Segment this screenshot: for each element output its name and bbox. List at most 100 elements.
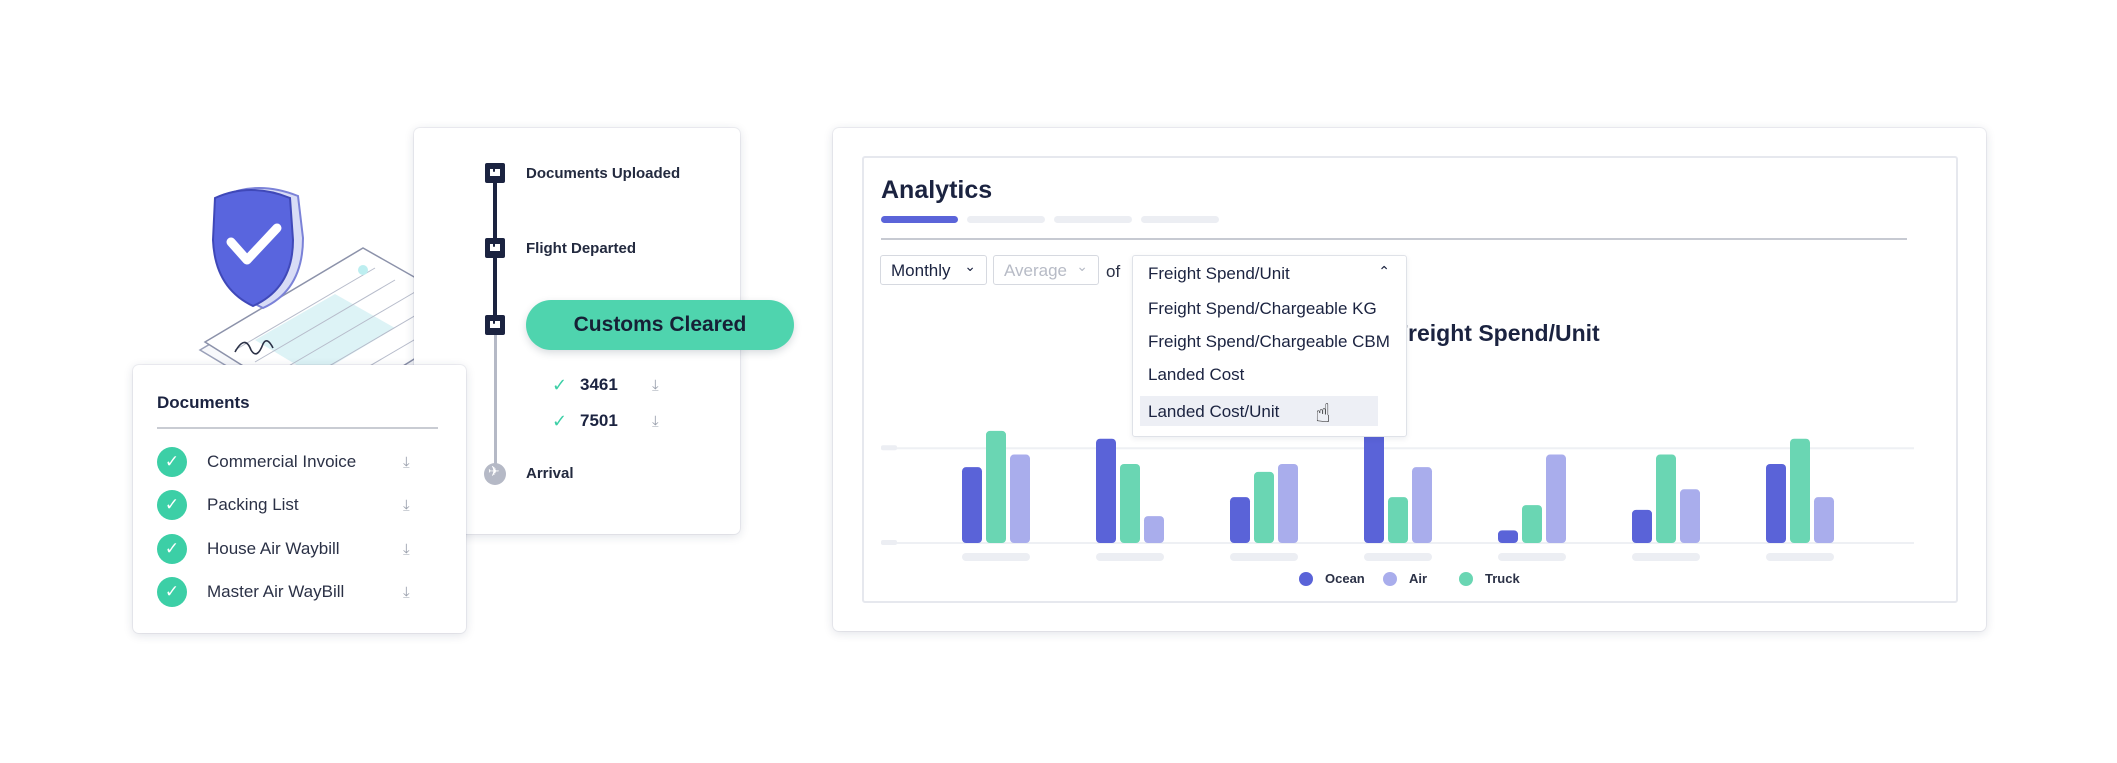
download-icon[interactable]: ⤓	[403, 583, 410, 601]
bar-air-5	[1680, 489, 1700, 543]
document-item[interactable]: ✓ Commercial Invoice ⤓	[157, 446, 427, 478]
bar-air-3	[1412, 467, 1432, 543]
milestone-documents-uploaded: Documents Uploaded	[526, 165, 681, 182]
reference-row: ✓ 7501 ⤓	[552, 409, 659, 433]
download-icon[interactable]: ⤓	[403, 496, 410, 514]
timeline-line	[493, 255, 497, 325]
tab[interactable]	[1141, 216, 1219, 223]
building-icon	[485, 238, 505, 258]
milestone-flight-departed: Flight Departed	[526, 240, 637, 257]
hand-pointer-icon: ☝	[1315, 399, 1331, 429]
checkmark-icon: ✓	[157, 490, 187, 520]
bar-truck-1	[1120, 464, 1140, 543]
bar-air-1	[1144, 516, 1164, 543]
option-landed-cost[interactable]: Landed Cost	[1148, 365, 1245, 384]
legend-air: Air	[1383, 571, 1427, 586]
analytics-card: Analytics Monthly ⌄ Average ⌄ of Freight…	[833, 128, 1986, 631]
bar-air-0	[1010, 454, 1030, 543]
building-icon	[485, 163, 505, 183]
aggregate-select[interactable]: Average ⌄	[993, 255, 1099, 285]
legend-swatch	[1459, 571, 1473, 586]
divider	[881, 238, 1907, 240]
chart-title: Freight Spend/Unit	[1394, 320, 1600, 346]
option-landed-cost-unit[interactable]: Landed Cost/Unit	[1148, 402, 1280, 421]
document-item[interactable]: ✓ House Air Waybill ⤓	[157, 533, 427, 565]
bar-truck-4	[1522, 505, 1542, 543]
bar-truck-2	[1254, 471, 1274, 543]
bar-air-2	[1278, 464, 1298, 543]
building-icon	[485, 315, 505, 335]
timeline-line-pending	[494, 330, 497, 465]
x-tick-placeholder	[962, 553, 1030, 561]
bar-truck-6	[1790, 438, 1810, 543]
bar-ocean-3	[1364, 419, 1384, 543]
plane-icon	[484, 463, 506, 485]
metric-dropdown[interactable]: Freight Spend/Unit ⌃ Freight Spend/Charg…	[1132, 255, 1407, 437]
documents-title: Documents	[157, 393, 250, 412]
chevron-down-icon: ⌄	[964, 259, 976, 275]
period-select-value: Monthly	[891, 261, 951, 280]
divider	[157, 427, 438, 429]
bar-truck-0	[986, 430, 1006, 543]
bar-truck-5	[1656, 454, 1676, 543]
document-label: Master Air WayBill	[207, 582, 345, 601]
legend-label: Truck	[1485, 571, 1520, 586]
x-tick-placeholder	[1498, 553, 1566, 561]
document-item[interactable]: ✓ Packing List ⤓	[157, 489, 427, 521]
checkmark-icon: ✓	[157, 577, 187, 607]
analytics-panel: Analytics Monthly ⌄ Average ⌄ of Freight…	[862, 156, 1958, 603]
timeline-line	[493, 180, 497, 250]
bar-air-6	[1814, 497, 1834, 543]
x-tick-placeholder	[1364, 553, 1432, 561]
x-tick-placeholder	[1230, 553, 1298, 561]
document-label: House Air Waybill	[207, 539, 340, 558]
shield	[211, 187, 305, 310]
download-icon[interactable]: ⤓	[403, 453, 410, 471]
y-tick-placeholder	[881, 540, 897, 545]
reference-number: 7501	[580, 411, 618, 430]
bar-ocean-0	[962, 467, 982, 543]
metric-select-value[interactable]: Freight Spend/Unit	[1148, 264, 1290, 283]
bar-ocean-5	[1632, 509, 1652, 543]
legend-ocean: Ocean	[1299, 571, 1365, 586]
bar-ocean-6	[1766, 464, 1786, 543]
legend-swatch	[1299, 571, 1313, 586]
checkmark-icon: ✓	[552, 374, 568, 396]
milestone-arrival: Arrival	[526, 465, 574, 482]
document-label: Packing List	[207, 495, 299, 514]
y-tick-placeholder	[881, 445, 897, 451]
reference-number: 3461	[580, 375, 618, 394]
legend-swatch	[1383, 571, 1397, 586]
document-label: Commercial Invoice	[207, 452, 357, 471]
tab-active[interactable]	[881, 216, 958, 223]
reference-row: ✓ 3461 ⤓	[552, 373, 659, 397]
bar-ocean-2	[1230, 497, 1250, 543]
tab[interactable]	[1054, 216, 1132, 223]
of-label: of	[1106, 262, 1121, 281]
option-freight-spend-kg[interactable]: Freight Spend/Chargeable KG	[1148, 299, 1377, 318]
x-tick-placeholder	[1766, 553, 1834, 561]
analytics-title: Analytics	[881, 176, 993, 204]
customs-cleared-badge: Customs Cleared	[526, 300, 794, 350]
chevron-up-icon: ⌃	[1378, 264, 1390, 280]
period-select[interactable]: Monthly ⌄	[880, 255, 987, 285]
download-icon[interactable]: ⤓	[652, 376, 659, 394]
checkmark-icon: ✓	[552, 410, 568, 432]
checkmark-icon: ✓	[157, 534, 187, 564]
download-icon[interactable]: ⤓	[652, 412, 659, 430]
legend-label: Air	[1409, 571, 1428, 586]
bar-ocean-1	[1096, 438, 1116, 543]
bar-ocean-4	[1498, 530, 1518, 543]
bar-truck-3	[1388, 497, 1408, 543]
legend-truck: Truck	[1459, 571, 1520, 586]
x-tick-placeholder	[1632, 553, 1700, 561]
tab[interactable]	[967, 216, 1045, 223]
option-freight-spend-cbm[interactable]: Freight Spend/Chargeable CBM	[1148, 332, 1390, 351]
aggregate-select-value: Average	[1004, 261, 1068, 280]
checkmark-icon: ✓	[157, 447, 187, 477]
document-item[interactable]: ✓ Master Air WayBill ⤓	[157, 576, 427, 608]
documents-card: Documents ✓ Commercial Invoice ⤓ ✓ Packi…	[133, 365, 466, 633]
bar-air-4	[1546, 454, 1566, 543]
download-icon[interactable]: ⤓	[403, 540, 410, 558]
x-tick-placeholder	[1096, 553, 1164, 561]
